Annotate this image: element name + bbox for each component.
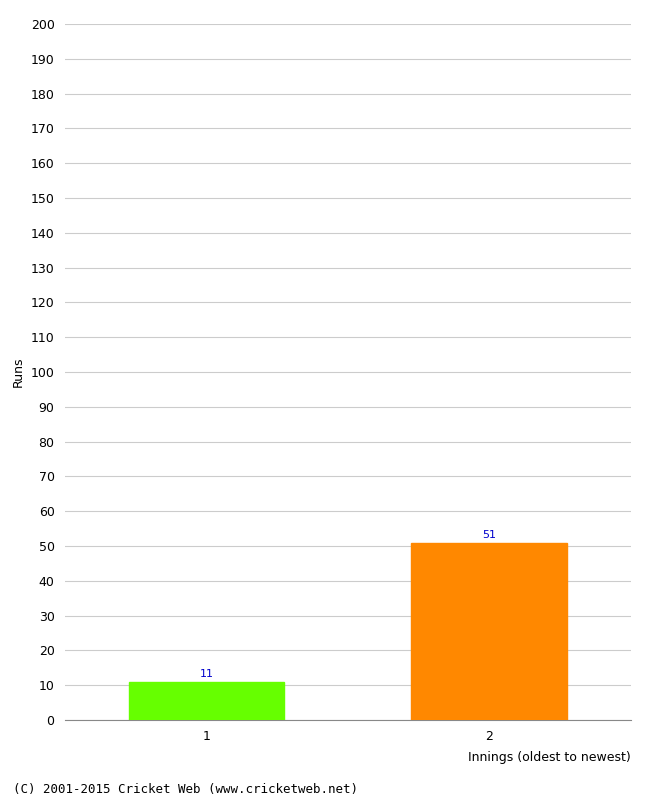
X-axis label: Innings (oldest to newest): Innings (oldest to newest) bbox=[468, 751, 630, 764]
Text: 11: 11 bbox=[200, 669, 213, 679]
Text: 51: 51 bbox=[482, 530, 496, 540]
Y-axis label: Runs: Runs bbox=[12, 357, 25, 387]
Bar bbox=[411, 542, 567, 720]
Bar bbox=[129, 682, 284, 720]
Text: (C) 2001-2015 Cricket Web (www.cricketweb.net): (C) 2001-2015 Cricket Web (www.cricketwe… bbox=[13, 783, 358, 796]
